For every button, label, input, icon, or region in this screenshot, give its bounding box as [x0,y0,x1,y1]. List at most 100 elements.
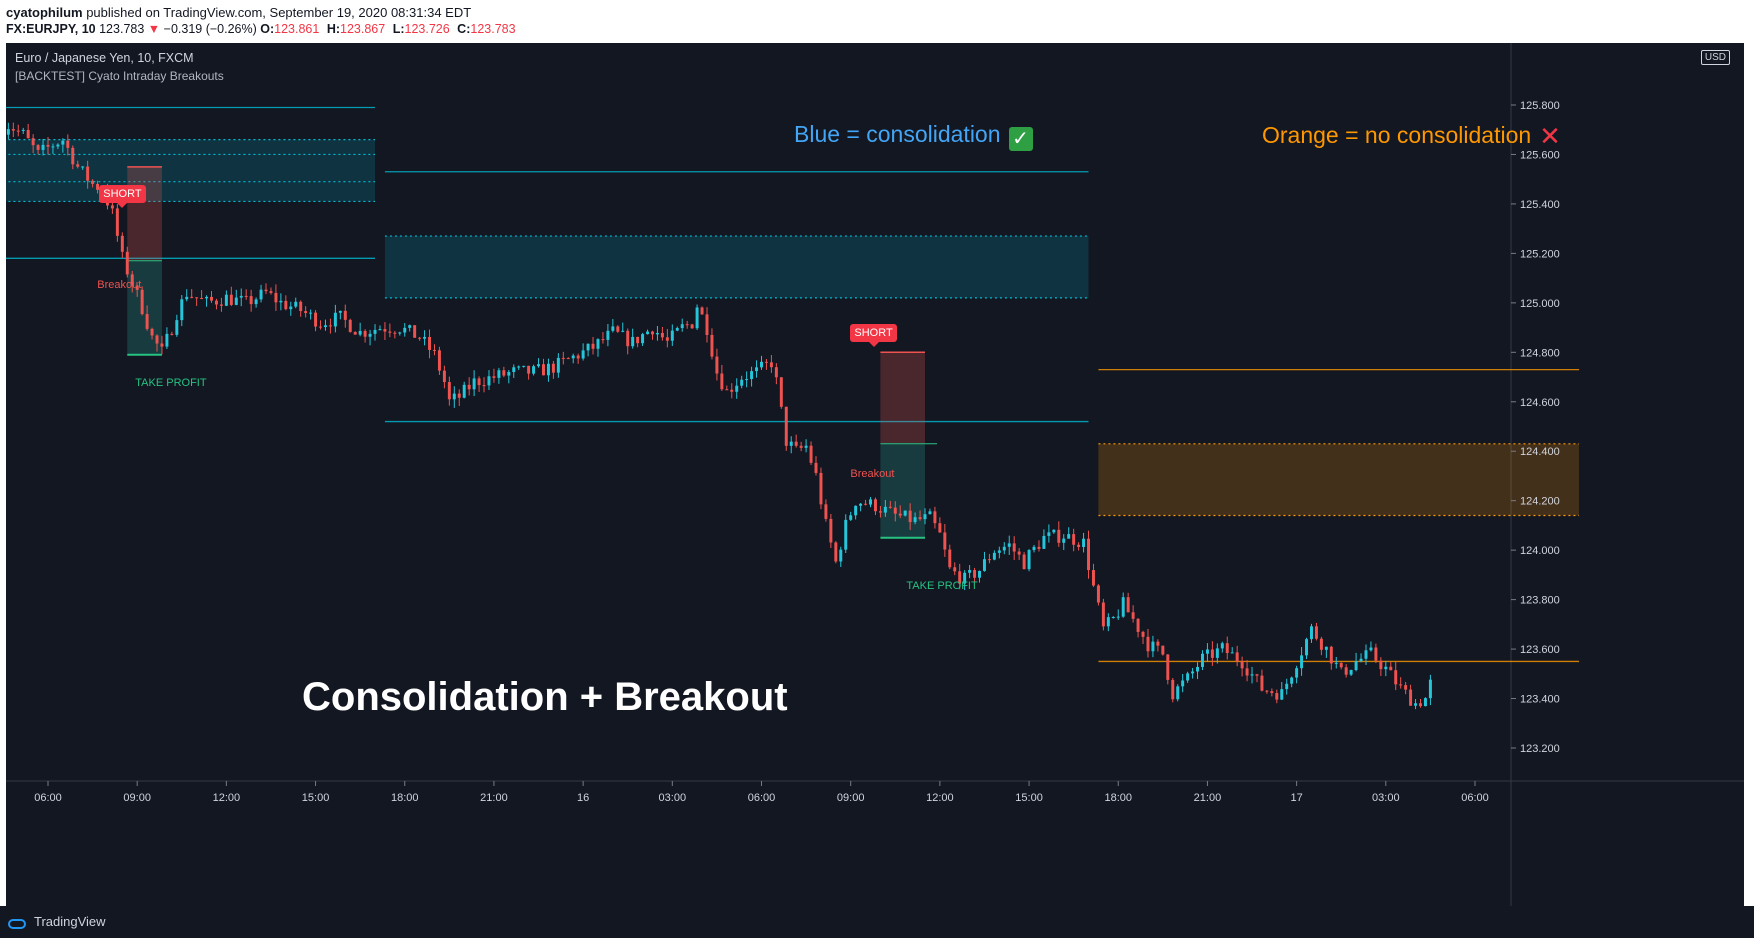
cloud-icon [6,915,28,929]
candle-body [834,542,838,562]
candle-body [1007,543,1011,547]
consolidation-box-3 [1098,443,1580,516]
candle-body [1255,674,1259,676]
time-tick-label: 15:00 [1015,792,1043,804]
candle-body [115,208,119,236]
candle-body [794,441,798,446]
candle-body [1364,650,1368,659]
candle-body [1305,639,1309,656]
candle-body [532,366,536,374]
candle-body [383,329,387,332]
price-tick-label: 125.600 [1520,149,1560,161]
candle-body [219,304,223,306]
candle-body [735,385,739,392]
candle-body [26,129,30,139]
candle-body [958,571,962,584]
candle-body [987,559,991,561]
candle-body [403,327,407,333]
candle-body [1072,534,1076,545]
candle-body [462,384,466,398]
candle-body [571,355,575,359]
candle-body [898,513,902,516]
candle-body [1265,690,1269,692]
high-value: 123.867 [340,22,386,36]
open-label: O: [260,22,275,36]
candle-body [720,373,724,390]
candle-body [859,503,863,506]
candle-body [1166,654,1170,680]
candle-body [150,328,154,336]
candle-body [477,378,481,386]
candle-body [56,144,60,147]
chart-headline: Consolidation + Breakout [302,675,788,719]
candle-body [502,370,506,376]
price-tick-label: 123.800 [1520,595,1560,607]
high-label: H: [326,22,341,36]
candle-body [452,393,456,400]
candle-body [21,129,25,131]
candle-body [393,332,397,334]
breakout-label-1: Breakout [97,278,142,291]
candle-body [715,356,719,374]
author-name[interactable]: cyatophilum [6,5,83,20]
chart-pane[interactable]: 125.800 125.600 125.400 125.200 125.000 124.8… [6,43,1744,906]
candle-body [96,183,100,190]
candle-body [1379,660,1383,670]
candle-body [522,365,526,367]
take-profit-label-1: TAKE PROFIT [135,376,207,389]
candle-body [66,140,70,148]
candle-body [1428,679,1432,699]
price-tick-label: 123.200 [1520,743,1560,755]
candle-body [982,559,986,571]
take-profit-label-2: TAKE PROFIT [906,579,978,592]
blue-consolidation-note: Blue = consolidation ✓ [794,121,1033,151]
close-label: C: [457,22,471,36]
breakout-label-2: Breakout [850,467,895,480]
candle-body [1245,668,1249,676]
candle-body [824,504,828,519]
study-legend[interactable]: [BACKTEST] Cyato Intraday Breakouts [15,69,224,83]
candle-body [764,361,768,363]
time-tick-label: 06:00 [34,792,62,804]
time-tick-label: 16 [577,792,589,804]
stop-zone-1 [127,166,162,261]
candle-body [165,333,169,347]
candle-body [507,372,511,376]
candle-body [873,499,877,512]
candle-body [809,445,813,463]
tradingview-logo[interactable]: TradingView [6,914,106,929]
candle-body [1354,661,1358,670]
candle-body [1235,652,1239,662]
candle-body [913,517,917,523]
candle-body [512,367,516,373]
price-chart[interactable]: 125.800 125.600 125.400 125.200 125.000 124.8… [6,43,1744,906]
candle-body [274,292,278,303]
time-tick-label: 03:00 [659,792,687,804]
candle-body [621,330,625,332]
candle-body [844,519,848,550]
candle-body [353,331,357,335]
candle-body [1057,529,1061,543]
candle-body [601,339,605,341]
currency-badge[interactable]: USD [1700,50,1730,65]
candle-body [819,472,823,505]
candle-body [651,331,654,335]
candle-body [1414,703,1418,706]
candle-body [214,300,218,305]
candle-body [1141,631,1145,637]
candle-body [923,514,927,520]
candle-body [893,507,897,514]
short-signal-1: SHORT [99,184,146,208]
candle-body [789,441,793,446]
candle-body [1349,669,1353,675]
candle-body [1106,617,1110,627]
candle-body [304,311,308,314]
candle-body [170,333,174,335]
candle-body [467,384,471,390]
price-tick-label: 124.000 [1520,545,1560,557]
candle-body [442,370,446,383]
candle-body [1156,641,1160,646]
candle-body [1091,570,1095,586]
time-tick-label: 21:00 [480,792,508,804]
candle-body [784,406,788,446]
